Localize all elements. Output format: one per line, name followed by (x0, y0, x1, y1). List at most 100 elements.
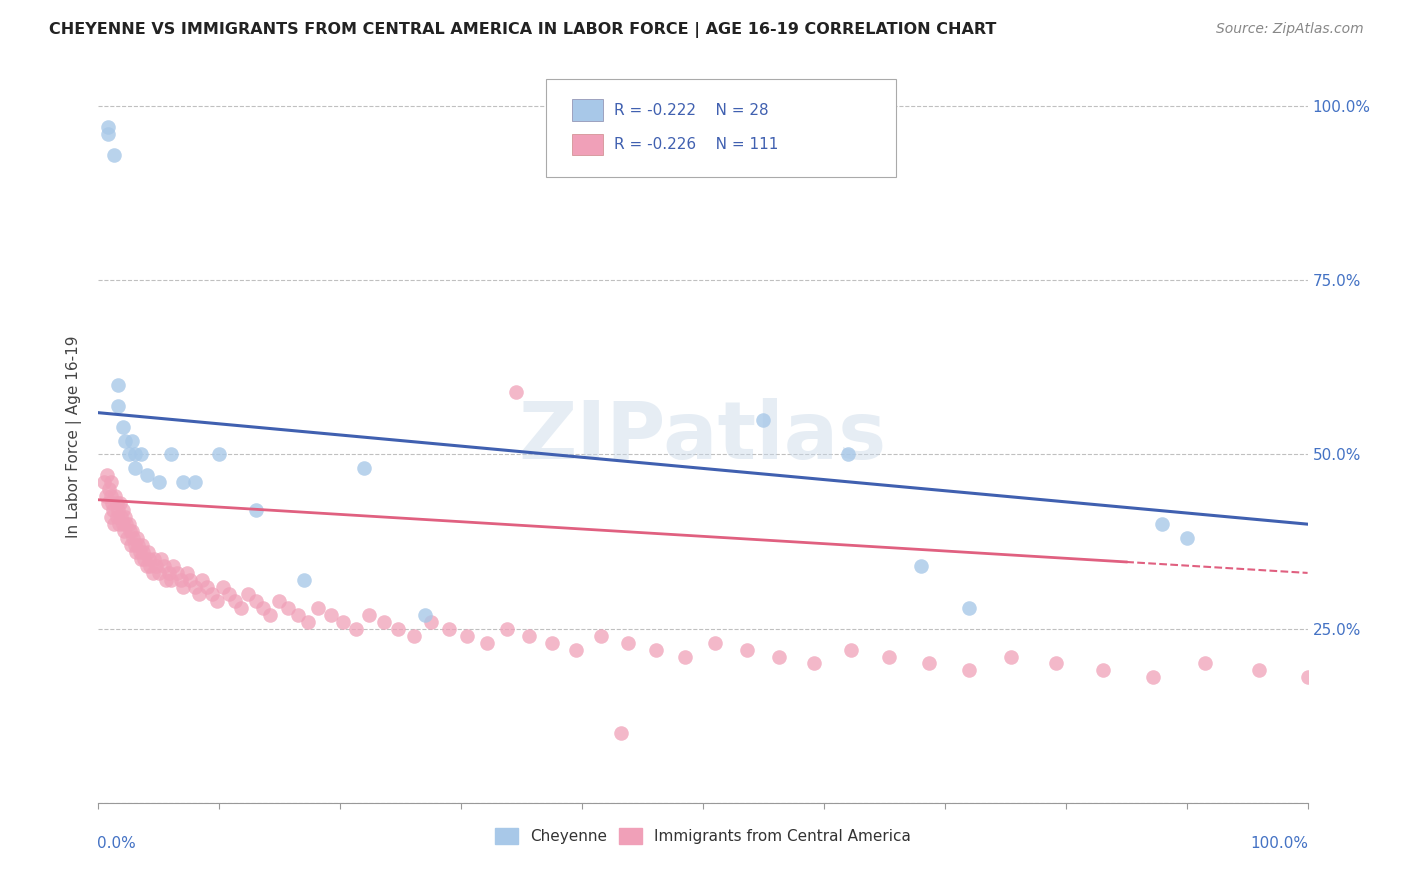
Point (344, 622, 367, 636)
Point (768, 649, 790, 664)
Point (139, 558, 162, 573)
Point (735, 642, 758, 657)
Point (169, 573, 191, 587)
Point (107, 503, 129, 517)
Point (413, 607, 436, 622)
Point (839, 642, 862, 657)
Point (910, 558, 932, 573)
Point (112, 524, 135, 538)
Point (111, 503, 134, 517)
Text: R = -0.222    N = 28: R = -0.222 N = 28 (613, 103, 768, 118)
Point (252, 600, 274, 615)
Point (111, 517, 134, 532)
Legend: Cheyenne, Immigrants from Central America: Cheyenne, Immigrants from Central Americ… (489, 822, 917, 850)
Point (125, 545, 148, 559)
Point (475, 635, 498, 649)
Point (121, 434, 143, 448)
Point (96, 468, 118, 483)
Point (122, 531, 145, 545)
Point (160, 573, 183, 587)
Point (160, 448, 183, 462)
Point (107, 377, 129, 392)
Point (644, 642, 666, 657)
Point (238, 587, 260, 601)
Point (297, 615, 319, 629)
Point (176, 566, 198, 580)
Point (837, 448, 859, 462)
Point (610, 726, 633, 740)
Point (148, 566, 170, 580)
Point (308, 600, 330, 615)
Point (332, 615, 354, 629)
Point (191, 573, 214, 587)
Point (101, 503, 124, 517)
Point (127, 531, 149, 545)
Point (591, 629, 613, 643)
Point (110, 510, 132, 524)
Point (179, 573, 201, 587)
Point (387, 622, 409, 636)
Point (127, 538, 149, 552)
Point (420, 615, 443, 629)
Point (877, 649, 900, 664)
FancyBboxPatch shape (546, 78, 897, 178)
Point (105, 496, 128, 510)
Point (118, 517, 141, 532)
Point (107, 399, 129, 413)
Point (111, 419, 134, 434)
Bar (572, 99, 603, 121)
Point (957, 664, 980, 678)
Point (136, 545, 159, 559)
Point (143, 552, 166, 566)
Point (402, 629, 425, 643)
Point (134, 552, 156, 566)
Point (148, 475, 170, 490)
Point (108, 496, 131, 510)
Point (124, 461, 146, 475)
Point (277, 600, 299, 615)
Point (132, 545, 155, 559)
Y-axis label: In Labor Force | Age 16-19: In Labor Force | Age 16-19 (66, 335, 83, 539)
Point (114, 434, 136, 448)
Point (373, 615, 395, 629)
Point (103, 517, 125, 532)
Point (115, 517, 138, 532)
Point (505, 384, 527, 399)
Point (120, 538, 142, 552)
Point (245, 594, 267, 608)
Point (100, 489, 122, 503)
Text: 0.0%: 0.0% (97, 836, 136, 851)
Point (124, 538, 146, 552)
Point (259, 607, 281, 622)
Point (1000, 649, 1022, 664)
Point (117, 531, 139, 545)
Point (704, 635, 727, 649)
Point (1175, 531, 1198, 545)
Point (100, 510, 122, 524)
Point (105, 510, 128, 524)
Point (565, 642, 588, 657)
Point (218, 587, 240, 601)
Point (1194, 657, 1216, 671)
Point (1045, 657, 1067, 671)
Point (172, 475, 194, 490)
Point (93, 475, 115, 490)
Point (114, 510, 136, 524)
Point (118, 448, 141, 462)
Point (957, 600, 980, 615)
Point (135, 558, 157, 573)
Point (121, 524, 143, 538)
Point (124, 448, 146, 462)
Point (752, 412, 775, 426)
Point (1152, 517, 1174, 532)
Point (245, 503, 267, 517)
Point (229, 600, 252, 615)
Point (201, 587, 224, 601)
Point (517, 629, 540, 643)
Point (97, 120, 120, 134)
Text: 100.0%: 100.0% (1251, 836, 1309, 851)
Point (617, 635, 640, 649)
Point (129, 448, 152, 462)
Point (496, 622, 519, 636)
Point (97, 127, 120, 141)
